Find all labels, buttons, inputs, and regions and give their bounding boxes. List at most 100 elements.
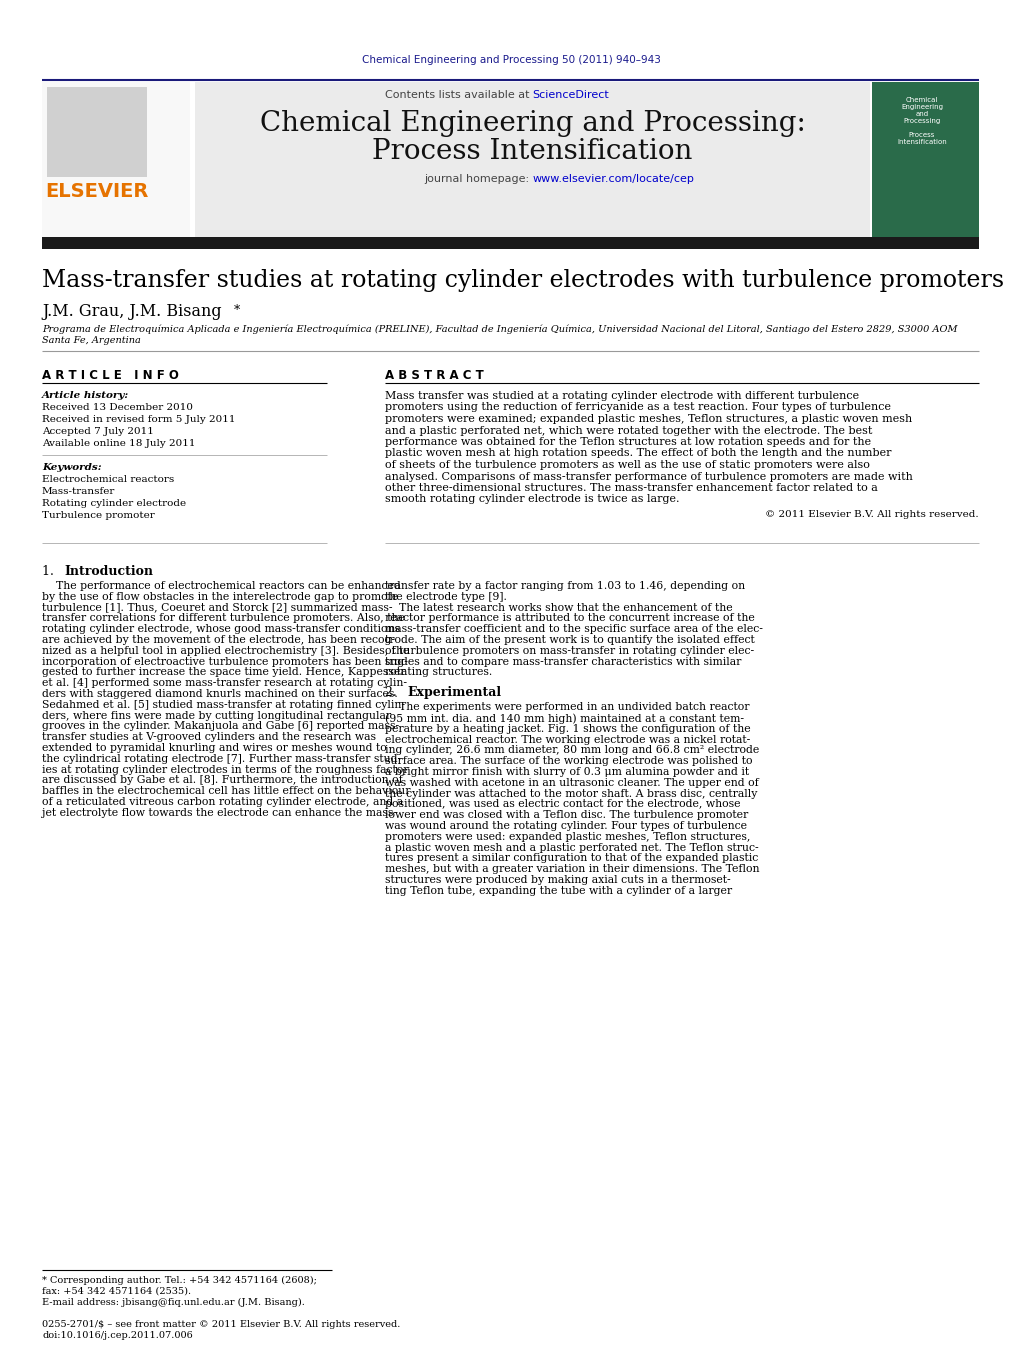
Text: baffles in the electrochemical cell has little effect on the behaviour: baffles in the electrochemical cell has … [42,786,410,796]
Text: structures were produced by making axial cuts in a thermoset-: structures were produced by making axial… [385,875,731,885]
Text: Chemical
Engineering
and
Processing

Process
Intensification: Chemical Engineering and Processing Proc… [897,97,946,145]
Text: Contents lists available at: Contents lists available at [385,91,533,100]
Text: ing cylinder, 26.6 mm diameter, 80 mm long and 66.8 cm² electrode: ing cylinder, 26.6 mm diameter, 80 mm lo… [385,746,760,755]
Text: trode. The aim of the present work is to quantify the isolated effect: trode. The aim of the present work is to… [385,635,755,644]
Text: Programa de Electroquímica Aplicada e Ingeniería Electroquímica (PRELINE), Facul: Programa de Electroquímica Aplicada e In… [42,326,958,335]
Text: Mass-transfer studies at rotating cylinder electrodes with turbulence promoters: Mass-transfer studies at rotating cylind… [42,269,1004,292]
Text: plastic woven mesh at high rotation speeds. The effect of both the length and th: plastic woven mesh at high rotation spee… [385,449,891,458]
Text: J.M. Grau, J.M. Bisang: J.M. Grau, J.M. Bisang [42,303,222,320]
Text: ders with staggered diamond knurls machined on their surfaces.: ders with staggered diamond knurls machi… [42,689,398,698]
Bar [870,82,979,236]
Text: transfer rate by a factor ranging from 1.03 to 1.46, depending on: transfer rate by a factor ranging from 1… [385,581,745,590]
Bar [42,82,979,236]
Text: by the use of flow obstacles in the interelectrode gap to promote: by the use of flow obstacles in the inte… [42,592,398,601]
Bar [872,82,979,236]
Text: surface area. The surface of the working electrode was polished to: surface area. The surface of the working… [385,757,752,766]
Text: a bright mirror finish with slurry of 0.3 μm alumina powder and it: a bright mirror finish with slurry of 0.… [385,767,749,777]
Text: Electrochemical reactors: Electrochemical reactors [42,476,175,484]
Text: of a reticulated vitreous carbon rotating cylinder electrode, and a: of a reticulated vitreous carbon rotatin… [42,797,403,807]
Text: a plastic woven mesh and a plastic perforated net. The Teflon struc-: a plastic woven mesh and a plastic perfo… [385,843,759,852]
Text: * Corresponding author. Tel.: +54 342 4571164 (2608);: * Corresponding author. Tel.: +54 342 45… [42,1275,317,1285]
Text: 0255-2701/$ – see front matter © 2011 Elsevier B.V. All rights reserved.: 0255-2701/$ – see front matter © 2011 El… [42,1320,400,1329]
Bar [42,82,190,236]
Text: tures present a similar configuration to that of the expanded plastic: tures present a similar configuration to… [385,854,759,863]
Text: trodes and to compare mass-transfer characteristics with similar: trodes and to compare mass-transfer char… [385,657,741,666]
Text: reactor performance is attributed to the concurrent increase of the: reactor performance is attributed to the… [385,613,755,623]
Text: of turbulence promoters on mass-transfer in rotating cylinder elec-: of turbulence promoters on mass-transfer… [385,646,755,655]
Text: ting Teflon tube, expanding the tube with a cylinder of a larger: ting Teflon tube, expanding the tube wit… [385,886,732,896]
Text: lower end was closed with a Teflon disc. The turbulence promoter: lower end was closed with a Teflon disc.… [385,811,748,820]
Text: promoters using the reduction of ferricyanide as a test reaction. Four types of : promoters using the reduction of ferricy… [385,403,891,412]
Text: Received 13 December 2010: Received 13 December 2010 [42,403,193,412]
Text: transfer studies at V-grooved cylinders and the research was: transfer studies at V-grooved cylinders … [42,732,376,742]
Text: the cylindrical rotating electrode [7]. Further mass-transfer stud-: the cylindrical rotating electrode [7]. … [42,754,401,763]
Text: extended to pyramidal knurling and wires or meshes wound to: extended to pyramidal knurling and wires… [42,743,387,753]
Text: electrochemical reactor. The working electrode was a nickel rotat-: electrochemical reactor. The working ele… [385,735,750,744]
Text: Article history:: Article history: [42,390,130,400]
Text: rotating cylinder electrode, whose good mass-transfer conditions: rotating cylinder electrode, whose good … [42,624,400,634]
Text: Received in revised form 5 July 2011: Received in revised form 5 July 2011 [42,415,236,424]
Text: 1.: 1. [42,565,62,578]
Text: nized as a helpful tool in applied electrochemistry [3]. Besides, the: nized as a helpful tool in applied elect… [42,646,409,655]
Text: incorporation of electroactive turbulence promoters has been sug-: incorporation of electroactive turbulenc… [42,657,407,666]
Text: of sheets of the turbulence promoters as well as the use of static promoters wer: of sheets of the turbulence promoters as… [385,459,870,470]
Text: The performance of electrochemical reactors can be enhanced: The performance of electrochemical react… [42,581,401,590]
Text: Keywords:: Keywords: [42,463,102,471]
Text: promoters were used: expanded plastic meshes, Teflon structures,: promoters were used: expanded plastic me… [385,832,750,842]
Text: ies at rotating cylinder electrodes in terms of the roughness factor: ies at rotating cylinder electrodes in t… [42,765,408,774]
Text: ders, where fins were made by cutting longitudinal rectangular: ders, where fins were made by cutting lo… [42,711,391,720]
Bar [47,86,147,177]
Text: smooth rotating cylinder electrode is twice as large.: smooth rotating cylinder electrode is tw… [385,494,680,504]
Text: meshes, but with a greater variation in their dimensions. The Teflon: meshes, but with a greater variation in … [385,865,760,874]
Text: other three-dimensional structures. The mass-transfer enhancement factor related: other three-dimensional structures. The … [385,484,878,493]
Text: grooves in the cylinder. Makanjuola and Gabe [6] reported mass-: grooves in the cylinder. Makanjuola and … [42,721,399,731]
Text: transfer correlations for different turbulence promoters. Also, the: transfer correlations for different turb… [42,613,405,623]
Text: Experimental: Experimental [407,686,501,700]
Text: doi:10.1016/j.cep.2011.07.006: doi:10.1016/j.cep.2011.07.006 [42,1331,193,1340]
Text: turbulence [1]. Thus, Coeuret and Storck [2] summarized mass-: turbulence [1]. Thus, Coeuret and Storck… [42,603,392,612]
Text: the electrode type [9].: the electrode type [9]. [385,592,506,601]
Text: Rotating cylinder electrode: Rotating cylinder electrode [42,499,186,508]
Text: perature by a heating jacket. Fig. 1 shows the configuration of the: perature by a heating jacket. Fig. 1 sho… [385,724,750,734]
Text: A R T I C L E   I N F O: A R T I C L E I N F O [42,369,179,382]
Text: was washed with acetone in an ultrasonic cleaner. The upper end of: was washed with acetone in an ultrasonic… [385,778,759,788]
Text: ScienceDirect: ScienceDirect [533,91,610,100]
Text: © 2011 Elsevier B.V. All rights reserved.: © 2011 Elsevier B.V. All rights reserved… [766,509,979,519]
Text: Mass transfer was studied at a rotating cylinder electrode with different turbul: Mass transfer was studied at a rotating … [385,390,859,401]
Text: are discussed by Gabe et al. [8]. Furthermore, the introduction of: are discussed by Gabe et al. [8]. Furthe… [42,775,402,785]
Text: *: * [234,304,240,317]
Text: promoters were examined; expanded plastic meshes, Teflon structures, a plastic w: promoters were examined; expanded plasti… [385,413,912,424]
Bar [42,82,195,236]
Text: ELSEVIER: ELSEVIER [45,182,149,201]
Bar [42,236,979,249]
Text: Mass-transfer: Mass-transfer [42,486,115,496]
Text: et al. [4] performed some mass-transfer research at rotating cylin-: et al. [4] performed some mass-transfer … [42,678,407,688]
Text: Accepted 7 July 2011: Accepted 7 July 2011 [42,427,154,436]
Text: Process Intensification: Process Intensification [373,138,692,165]
Text: performance was obtained for the Teflon structures at low rotation speeds and fo: performance was obtained for the Teflon … [385,436,871,447]
Text: journal homepage:: journal homepage: [424,174,533,184]
Text: The experiments were performed in an undivided batch reactor: The experiments were performed in an und… [385,703,749,712]
Text: Turbulence promoter: Turbulence promoter [42,511,155,520]
Text: mass-transfer coefficient and to the specific surface area of the elec-: mass-transfer coefficient and to the spe… [385,624,763,634]
Text: analysed. Comparisons of mass-transfer performance of turbulence promoters are m: analysed. Comparisons of mass-transfer p… [385,471,913,481]
Text: rotating structures.: rotating structures. [385,667,492,677]
Text: The latest research works show that the enhancement of the: The latest research works show that the … [385,603,733,612]
Text: Santa Fe, Argentina: Santa Fe, Argentina [42,336,141,345]
Text: (95 mm int. dia. and 140 mm high) maintained at a constant tem-: (95 mm int. dia. and 140 mm high) mainta… [385,713,744,724]
Text: the cylinder was attached to the motor shaft. A brass disc, centrally: the cylinder was attached to the motor s… [385,789,758,798]
Text: A B S T R A C T: A B S T R A C T [385,369,484,382]
Text: 2.: 2. [385,686,404,700]
Text: are achieved by the movement of the electrode, has been recog-: are achieved by the movement of the elec… [42,635,395,644]
Text: Available online 18 July 2011: Available online 18 July 2011 [42,439,195,449]
Text: E-mail address: jbisang@fiq.unl.edu.ar (J.M. Bisang).: E-mail address: jbisang@fiq.unl.edu.ar (… [42,1298,305,1308]
Text: positioned, was used as electric contact for the electrode, whose: positioned, was used as electric contact… [385,800,740,809]
Text: jet electrolyte flow towards the electrode can enhance the mass-: jet electrolyte flow towards the electro… [42,808,397,817]
Text: Sedahmed et al. [5] studied mass-transfer at rotating finned cylin-: Sedahmed et al. [5] studied mass-transfe… [42,700,405,709]
Text: Chemical Engineering and Processing:: Chemical Engineering and Processing: [259,109,806,136]
Text: gested to further increase the space time yield. Hence, Kappesser: gested to further increase the space tim… [42,667,405,677]
Text: www.elsevier.com/locate/cep: www.elsevier.com/locate/cep [533,174,694,184]
Text: Introduction: Introduction [64,565,153,578]
Text: and a plastic perforated net, which were rotated together with the electrode. Th: and a plastic perforated net, which were… [385,426,872,435]
Text: was wound around the rotating cylinder. Four types of turbulence: was wound around the rotating cylinder. … [385,821,747,831]
